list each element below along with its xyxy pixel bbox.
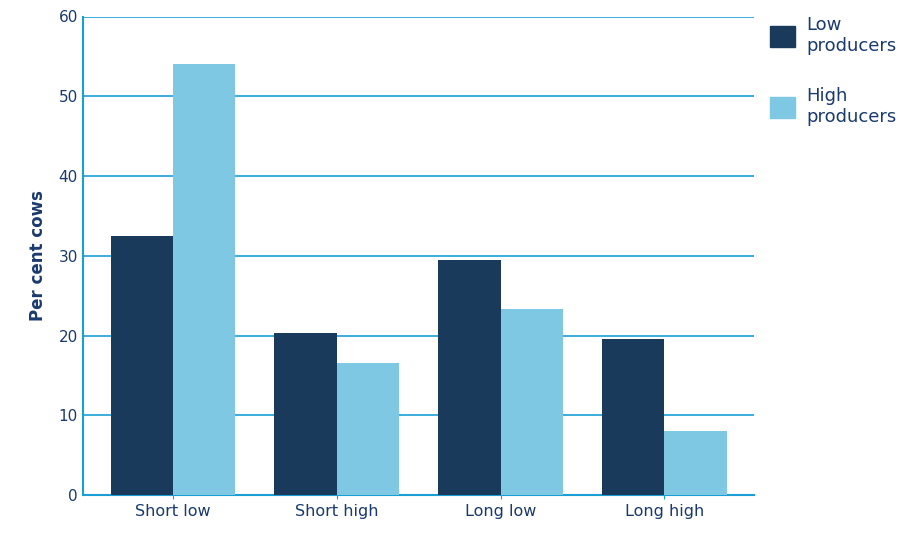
Bar xyxy=(664,431,726,495)
Bar xyxy=(336,364,399,495)
Bar xyxy=(437,260,500,495)
Bar xyxy=(500,309,562,495)
Legend: Low
producers, High
producers: Low producers, High producers xyxy=(769,16,895,126)
Bar xyxy=(601,339,664,495)
Y-axis label: Per cent cows: Per cent cows xyxy=(29,190,48,321)
Bar xyxy=(173,64,235,495)
Bar xyxy=(274,333,336,495)
Bar xyxy=(110,236,173,495)
